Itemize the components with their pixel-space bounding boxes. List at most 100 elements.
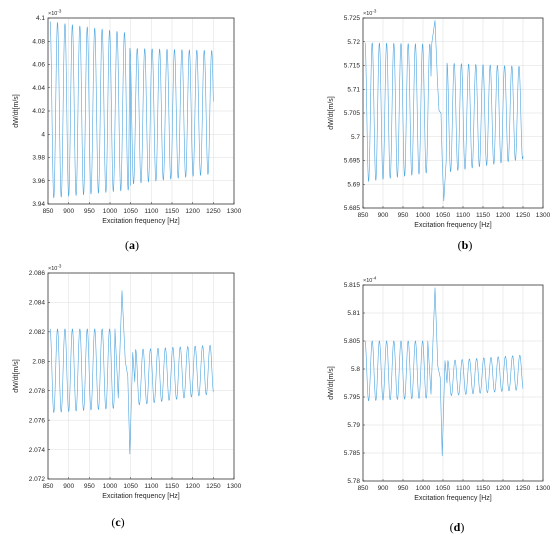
- x-tick-label: 850: [358, 212, 369, 219]
- y-tick-label: 2.084: [29, 300, 46, 307]
- x-tick-label: 1100: [456, 485, 470, 492]
- x-tick-label: 1300: [227, 208, 242, 215]
- x-tick-label: 1050: [123, 483, 138, 490]
- x-tick-label: 900: [63, 208, 74, 215]
- x-tick-label: 850: [43, 208, 54, 215]
- x-tick-label: 1100: [144, 208, 158, 215]
- x-tick-label: 1100: [144, 483, 158, 490]
- axes-border: [47, 272, 235, 480]
- caption-c-letter: c: [115, 515, 121, 529]
- x-tick-label: 950: [398, 212, 409, 219]
- caption-b-close: ): [468, 238, 473, 252]
- series-line: [49, 21, 214, 199]
- y-tick-label: 5.79: [347, 422, 360, 429]
- y-tick-label: 5.795: [344, 394, 361, 401]
- x-tick-label: 1200: [185, 483, 200, 490]
- x-tick-label: 1000: [103, 208, 118, 215]
- chart-panel-a: 850 900 950 1000 1050 1100 1150 1200 1250 1300 3.9…: [0, 0, 275, 270]
- y-tick-label: 3.94: [32, 201, 45, 208]
- y-tick-label: 5.715: [344, 63, 361, 70]
- caption-c-open: (: [111, 515, 116, 529]
- x-tick-label: 950: [84, 208, 95, 215]
- x-tick-label: 1300: [536, 212, 550, 219]
- chart-svg-a: 850 900 950 1000 1050 1100 1150 1200 1250 1300 3.9…: [13, 9, 242, 226]
- caption-a-close: ): [135, 238, 139, 252]
- x-axis-label: Excitation frequency [Hz]: [102, 493, 179, 500]
- x-tick-label: 900: [63, 483, 74, 490]
- x-tick-label: 850: [358, 485, 369, 492]
- x-tick-label: 1150: [476, 485, 490, 492]
- x-tick-label: 1250: [206, 208, 221, 215]
- y-tick-label: 4.04: [32, 85, 45, 92]
- chart-panel-d: 850 900 950 1000 1050 1100 1150 1200 1250 1300 5.7…: [275, 265, 550, 540]
- chart-svg-d: 850 900 950 1000 1050 1100 1150 1200 1250 1300 5.7…: [328, 276, 550, 503]
- y-exponent-label: ×10-3: [363, 9, 377, 18]
- y-axis-label: dW/dt[m/s]: [328, 96, 335, 130]
- y-exponent-label: ×10-3: [48, 9, 62, 18]
- caption-d-open: (: [449, 520, 454, 534]
- axes-border: [362, 284, 544, 482]
- y-tick-label: 5.71: [347, 86, 360, 93]
- x-axis-label: Excitation frequency [Hz]: [414, 222, 491, 229]
- chart-panel-c: 850 900 950 1000 1050 1100 1150 1200 1250 1300 2.0…: [0, 264, 275, 540]
- y-tick-label: 4.02: [32, 108, 45, 115]
- y-axis-label: dW/dt[m/s]: [328, 366, 335, 400]
- x-tick-label: 1050: [436, 212, 451, 219]
- x-tick-label: 1200: [496, 212, 511, 219]
- y-tick-label: 5.805: [344, 338, 361, 345]
- x-tick-label: 1150: [165, 483, 179, 490]
- x-tick-label: 1100: [456, 212, 470, 219]
- chart-panel-b: 850 900 950 1000 1050 1100 1150 1200 1250 1300 5.6…: [275, 0, 550, 270]
- y-exponent-label: ×10-3: [48, 264, 62, 273]
- y-tick-label: 4: [41, 131, 45, 138]
- x-tick-label: 1200: [496, 485, 511, 492]
- y-tick-label: 5.685: [344, 205, 361, 212]
- axes-border: [47, 17, 235, 205]
- y-tick-label: 4.1: [36, 15, 45, 22]
- x-tick-label: 950: [398, 485, 409, 492]
- x-tick-label: 1300: [227, 483, 242, 490]
- series-line: [364, 287, 524, 457]
- y-axis-label: dW/dt[m/s]: [13, 94, 20, 128]
- y-tick-label: 2.08: [32, 358, 45, 365]
- y-tick-label: 5.78: [347, 478, 360, 485]
- series-line: [364, 20, 524, 202]
- caption-d: (d): [427, 520, 487, 535]
- x-tick-label: 1250: [206, 483, 221, 490]
- x-tick-label: 1050: [123, 208, 138, 215]
- y-tick-label: 5.695: [344, 158, 361, 165]
- y-exponent-base: ×10: [363, 11, 372, 17]
- chart-svg-c: 850 900 950 1000 1050 1100 1150 1200 1250 1300 2.0…: [13, 264, 242, 501]
- x-tick-label: 1000: [103, 483, 118, 490]
- x-tick-label: 1300: [536, 485, 550, 492]
- x-tick-label: 1000: [416, 212, 431, 219]
- caption-b: (b): [435, 238, 495, 253]
- y-tick-label: 5.785: [344, 450, 361, 457]
- x-axis-label: Excitation frequency [Hz]: [102, 218, 179, 225]
- x-tick-label: 1150: [476, 212, 490, 219]
- y-tick-label: 2.074: [29, 447, 46, 454]
- y-exponent-base: ×10: [48, 11, 57, 17]
- caption-a-open: (: [125, 238, 129, 252]
- y-tick-label: 2.086: [29, 270, 46, 277]
- y-tick-label: 5.72: [347, 39, 360, 46]
- y-exponent-base: ×10: [363, 278, 372, 284]
- axes-border: [362, 17, 544, 209]
- y-tick-label: 5.705: [344, 110, 361, 117]
- x-tick-label: 1050: [436, 485, 451, 492]
- y-tick-label: 2.076: [29, 417, 46, 424]
- y-tick-label: 2.072: [29, 476, 46, 483]
- y-tick-label: 5.81: [347, 310, 360, 317]
- caption-b-letter: b: [461, 238, 469, 252]
- x-tick-label: 900: [378, 485, 389, 492]
- y-exponent-power: -3: [57, 264, 61, 269]
- series-line: [49, 290, 214, 455]
- x-axis-label: Excitation frequency [Hz]: [414, 495, 491, 502]
- y-tick-label: 5.8: [351, 366, 360, 373]
- y-tick-label: 4.08: [32, 38, 45, 45]
- caption-d-letter: d: [453, 520, 461, 534]
- x-tick-label: 1250: [516, 485, 531, 492]
- caption-c: (c): [88, 515, 148, 530]
- y-tick-label: 5.815: [344, 282, 361, 289]
- y-exponent-base: ×10: [48, 266, 57, 272]
